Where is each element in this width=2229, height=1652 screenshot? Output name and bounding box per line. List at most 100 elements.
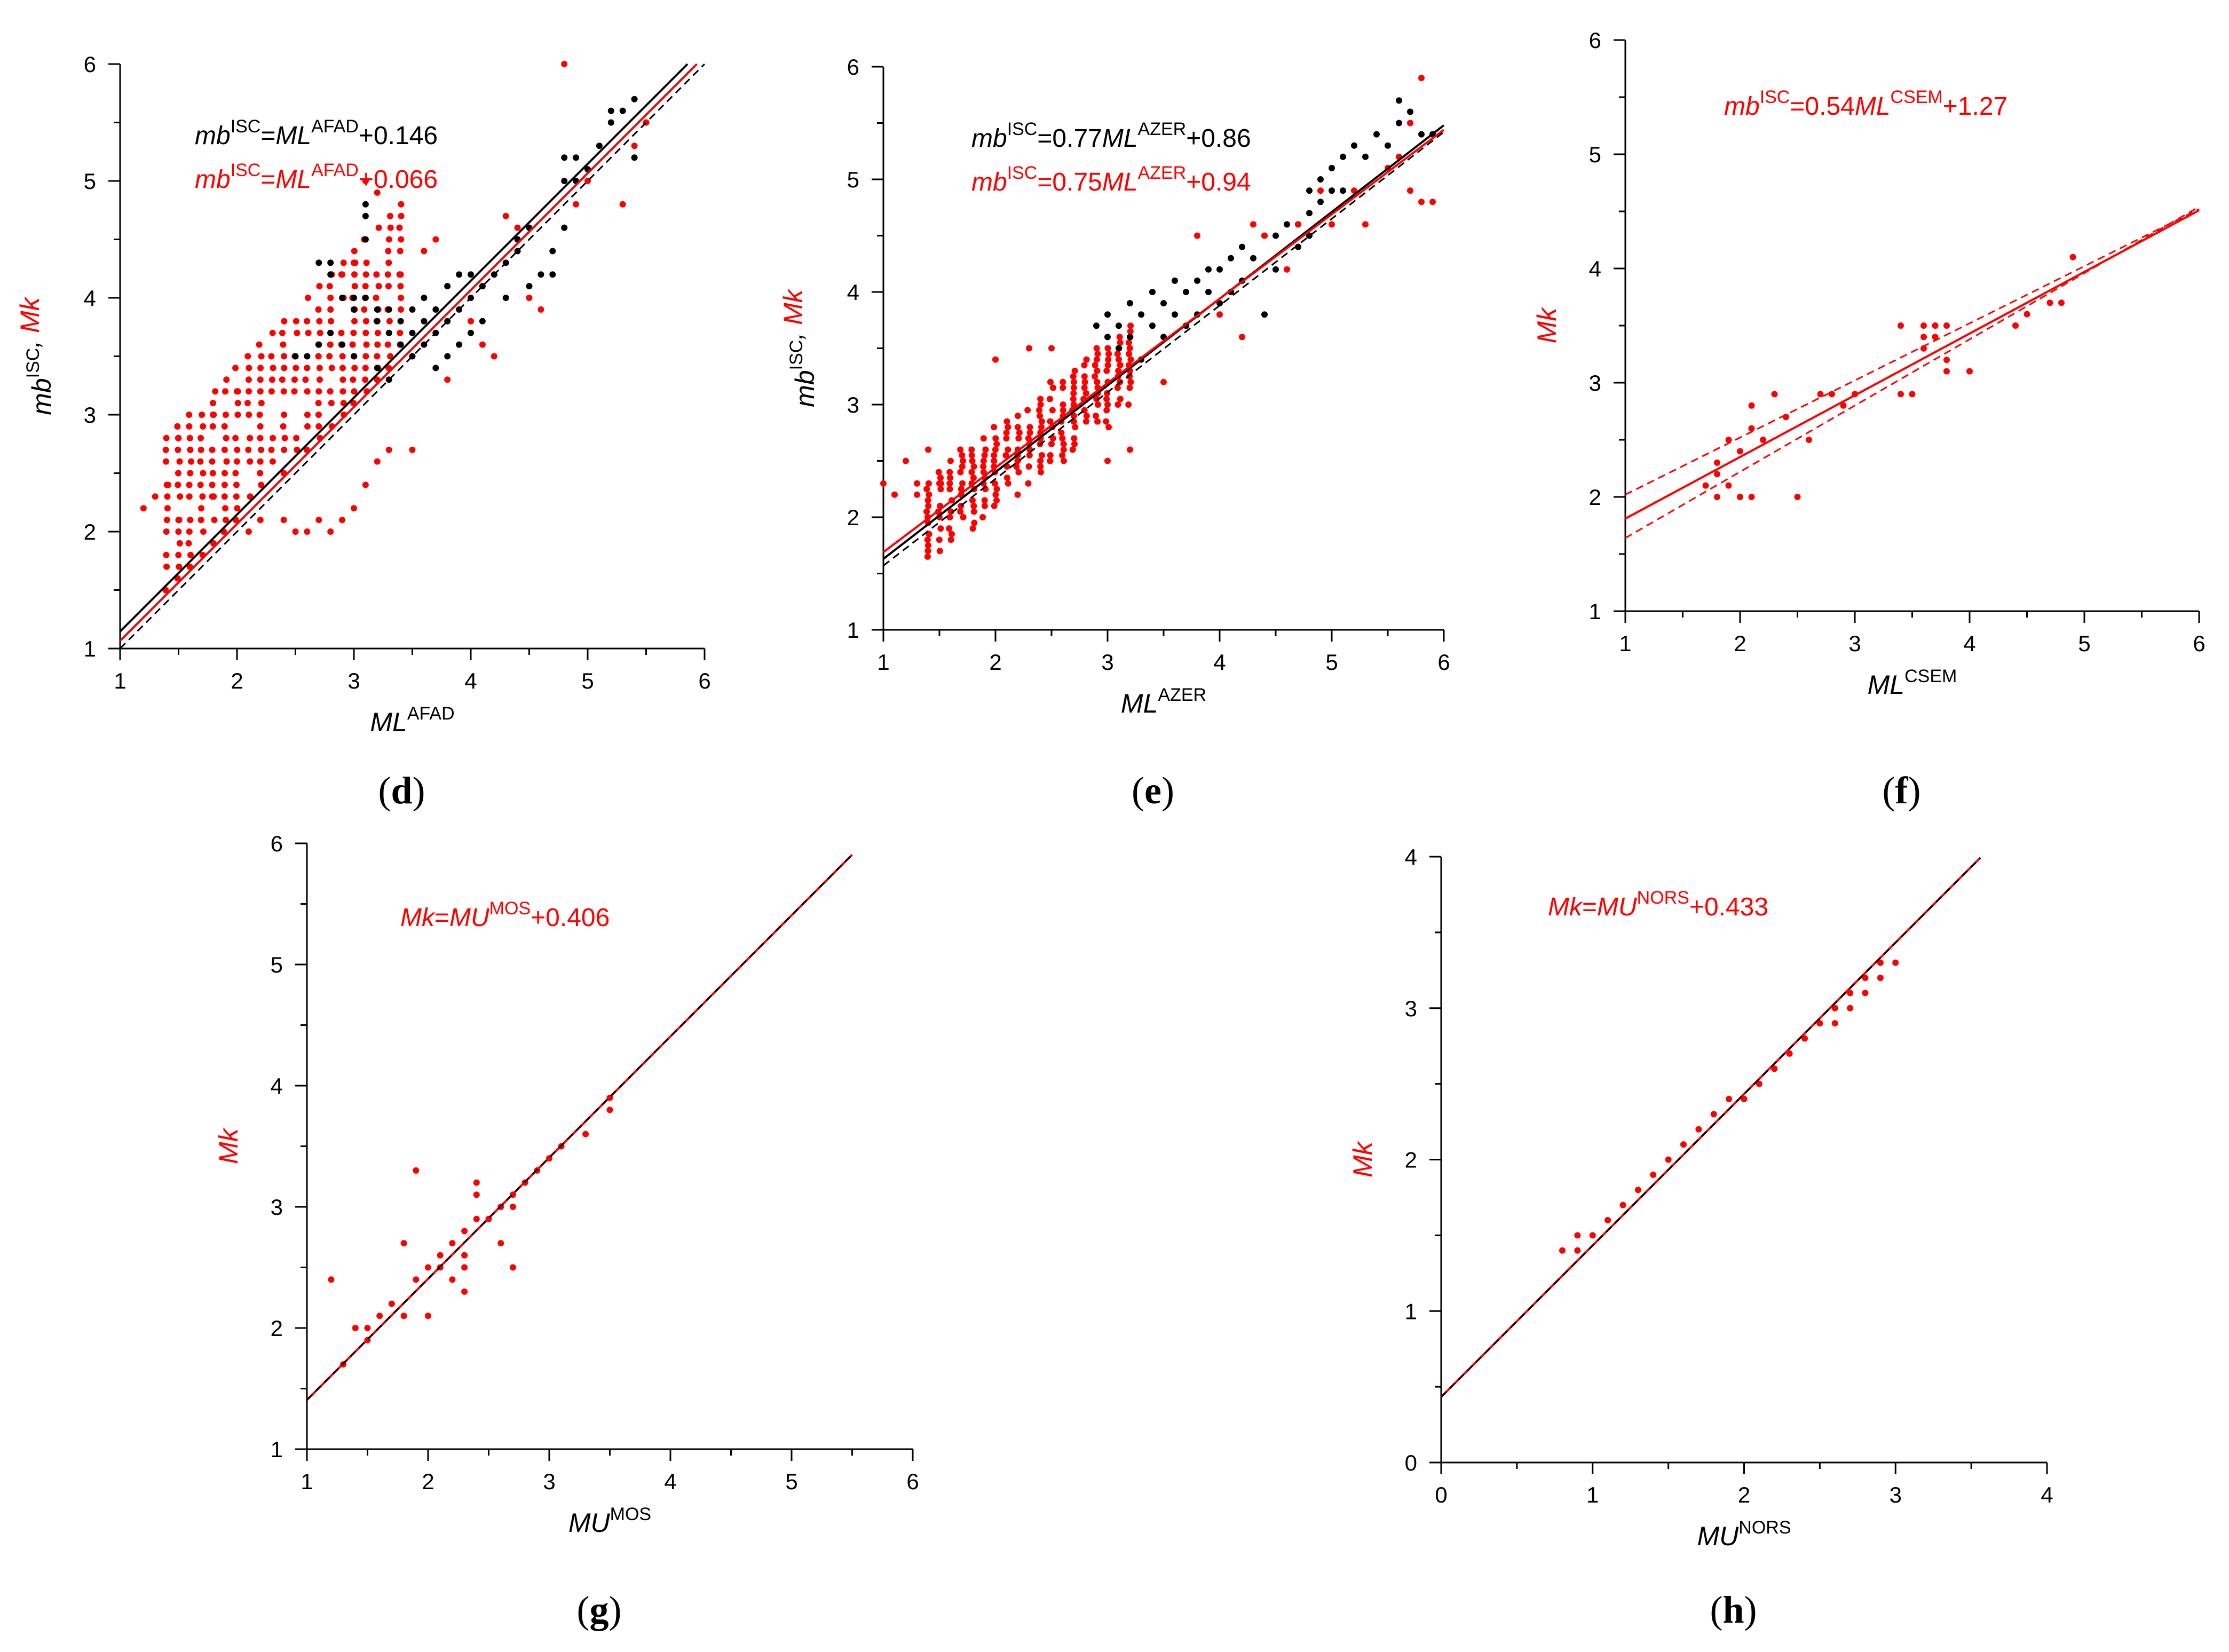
scatter-point xyxy=(456,271,462,278)
scatter-point xyxy=(1104,311,1111,318)
scatter-point xyxy=(1126,351,1132,357)
scatter-point xyxy=(1025,480,1031,487)
scatter-point xyxy=(210,400,216,406)
scatter-point xyxy=(305,330,312,336)
scatter-point xyxy=(270,330,276,336)
scatter-point xyxy=(281,517,287,523)
scatter-point xyxy=(1117,396,1124,402)
scatter-point xyxy=(176,517,182,523)
scatter-point xyxy=(946,486,953,492)
y-tick-label: 1 xyxy=(847,618,859,643)
scatter-point xyxy=(1026,424,1033,430)
scatter-point xyxy=(187,470,193,477)
y-tick-label: 1 xyxy=(84,636,96,661)
scatter-point xyxy=(1160,379,1167,385)
scatter-point xyxy=(1711,1111,1717,1117)
scatter-point xyxy=(969,497,976,503)
scatter-point xyxy=(338,330,344,336)
scatter-point xyxy=(1071,384,1077,391)
scatter-point xyxy=(362,365,369,371)
scatter-point xyxy=(1604,1217,1611,1223)
scatter-point xyxy=(980,463,986,470)
scatter-point xyxy=(1295,221,1301,227)
scatter-point xyxy=(468,330,474,336)
scatter-point xyxy=(946,469,953,476)
y-tick-label: 1 xyxy=(1589,599,1601,624)
y-tick-label: 2 xyxy=(84,519,96,544)
scatter-point xyxy=(244,353,251,360)
scatter-point xyxy=(327,528,334,535)
scatter-point xyxy=(1749,402,1755,409)
scatter-point xyxy=(315,306,322,313)
scatter-point xyxy=(1892,960,1899,966)
scatter-point xyxy=(281,447,287,453)
scatter-point xyxy=(923,508,930,515)
x-tick-label: 0 xyxy=(1435,1482,1447,1507)
scatter-point xyxy=(1081,362,1087,368)
scatter-point xyxy=(968,446,975,453)
scatter-point xyxy=(1105,424,1112,430)
scatter-point xyxy=(1048,441,1055,447)
equation-label: mbISC=0.75MLAZER+0.94 xyxy=(971,163,1251,196)
scatter-point xyxy=(362,283,369,289)
scatter-point xyxy=(177,540,183,547)
scatter-point xyxy=(175,528,181,535)
scatter-point xyxy=(1909,391,1916,397)
scatter-point xyxy=(209,459,216,465)
panel-label: (f) xyxy=(1883,769,1921,812)
scatter-point xyxy=(1015,413,1021,419)
scatter-point xyxy=(386,318,393,325)
scatter-point xyxy=(1620,1202,1626,1208)
scatter-point xyxy=(174,423,180,430)
scatter-point xyxy=(1877,975,1884,981)
scatter-point xyxy=(971,463,977,470)
scatter-point xyxy=(188,459,194,465)
scatter-point xyxy=(164,505,171,511)
scatter-point xyxy=(1737,494,1743,500)
scatter-point xyxy=(1194,278,1200,284)
scatter-point xyxy=(398,318,404,325)
scatter-point xyxy=(992,357,999,363)
scatter-point xyxy=(561,225,567,231)
scatter-point xyxy=(468,271,474,278)
scatter-point xyxy=(1081,384,1088,391)
scatter-point xyxy=(350,342,356,348)
scatter-point xyxy=(398,201,404,208)
scatter-point xyxy=(304,365,310,371)
y-axis-title: Mk xyxy=(1348,1140,1378,1177)
equation-label: Mk=MUNORS+0.433 xyxy=(1548,888,1768,921)
scatter-point xyxy=(1635,1187,1641,1193)
scatter-point xyxy=(421,295,427,301)
scatter-point xyxy=(1016,430,1023,436)
scatter-point xyxy=(1015,435,1022,441)
x-tick-label: 2 xyxy=(422,1469,434,1494)
scatter-point xyxy=(186,481,193,488)
scatter-point xyxy=(1726,1096,1732,1102)
scatter-point xyxy=(362,353,369,360)
scatter-point xyxy=(1194,233,1200,239)
y-tick-label: 5 xyxy=(847,167,859,192)
scatter-point xyxy=(186,528,193,535)
scatter-point xyxy=(946,525,952,532)
scatter-point xyxy=(992,435,999,441)
scatter-point xyxy=(397,248,404,254)
scatter-point xyxy=(608,120,614,126)
y-tick-label: 1 xyxy=(1405,1299,1417,1324)
scatter-point xyxy=(461,1252,468,1259)
scatter-point xyxy=(432,236,439,243)
scatter-point xyxy=(304,353,310,360)
scatter-point xyxy=(970,503,977,509)
scatter-point xyxy=(258,400,265,406)
scatter-point xyxy=(1083,390,1089,397)
scatter-point xyxy=(573,201,579,208)
x-tick-label: 4 xyxy=(464,668,477,693)
scatter-point xyxy=(1114,351,1121,357)
x-tick-label: 4 xyxy=(1963,631,1975,656)
scatter-point xyxy=(374,306,381,313)
scatter-point xyxy=(970,525,976,532)
scatter-point xyxy=(317,330,323,336)
scatter-point xyxy=(1726,483,1732,489)
scatter-point xyxy=(351,388,357,394)
scatter-point xyxy=(993,486,1000,492)
scatter-point xyxy=(257,388,264,394)
